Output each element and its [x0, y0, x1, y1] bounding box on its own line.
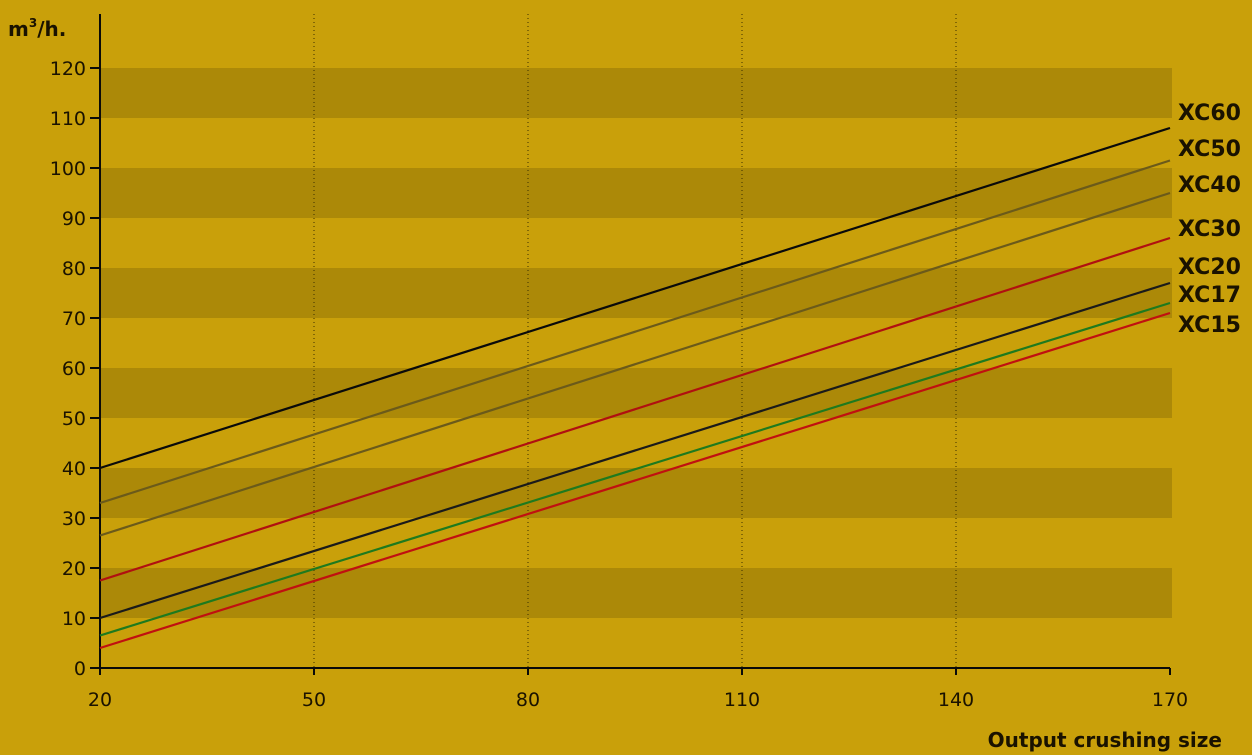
background-band [100, 468, 1172, 518]
background-bands [100, 68, 1172, 618]
background-band [100, 568, 1172, 618]
series-label-xc15: XC15 [1178, 313, 1241, 338]
y-tick-label: 80 [62, 258, 86, 280]
series-label-xc50: XC50 [1178, 137, 1241, 162]
x-tick-label: 80 [516, 689, 540, 711]
series-label-xc40: XC40 [1178, 173, 1241, 198]
y-axis-title: m3/h. [8, 16, 66, 41]
y-tick-label: 30 [62, 508, 86, 530]
series-labels: XC60 XC50 XC40 XC30 XC20 XC17 XC15 [1178, 101, 1241, 338]
x-tick-label: 110 [724, 689, 760, 711]
x-tick-label: 170 [1152, 689, 1188, 711]
axes [99, 14, 1170, 669]
series-line-xc40 [99, 191, 1171, 537]
series-label-xc17: XC17 [1178, 283, 1241, 308]
y-tick-label: 110 [50, 108, 86, 130]
y-tick-label: 0 [74, 658, 86, 680]
series-lines [99, 126, 1171, 650]
y-tick-label: 70 [62, 308, 86, 330]
y-tick-label: 120 [50, 58, 86, 80]
x-axis-title: Output crushing size [988, 728, 1222, 752]
y-axis-ticks: 0 10 20 30 40 50 60 70 80 90 100 110 120 [50, 58, 100, 680]
y-tick-label: 40 [62, 458, 86, 480]
y-tick-label: 10 [62, 608, 86, 630]
y-tick-label: 100 [50, 158, 86, 180]
series-line-xc20 [99, 281, 1171, 620]
x-tick-label: 140 [938, 689, 974, 711]
background-band [100, 368, 1172, 418]
background-band [100, 168, 1172, 218]
x-tick-label: 50 [302, 689, 326, 711]
series-line-xc17 [99, 301, 1171, 637]
background-band [100, 268, 1172, 318]
y-tick-label: 60 [62, 358, 86, 380]
y-tick-label: 50 [62, 408, 86, 430]
series-line-xc50 [99, 159, 1171, 505]
y-tick-label: 90 [62, 208, 86, 230]
series-label-xc20: XC20 [1178, 255, 1241, 280]
x-tick-label: 20 [88, 689, 112, 711]
series-line-xc30 [99, 236, 1171, 582]
y-axis-title-superscript: 3 [29, 16, 37, 30]
vertical-gridlines [313, 14, 957, 668]
series-label-xc60: XC60 [1178, 101, 1241, 126]
series-line-xc15 [99, 311, 1171, 650]
background-band [100, 68, 1172, 118]
x-axis-ticks: 20 50 80 110 140 170 [88, 668, 1188, 711]
y-axis-title-suffix: /h. [37, 17, 66, 41]
y-tick-label: 20 [62, 558, 86, 580]
y-axis-title-base: m [8, 17, 29, 41]
series-label-xc30: XC30 [1178, 217, 1241, 242]
series-line-xc60 [99, 126, 1171, 470]
